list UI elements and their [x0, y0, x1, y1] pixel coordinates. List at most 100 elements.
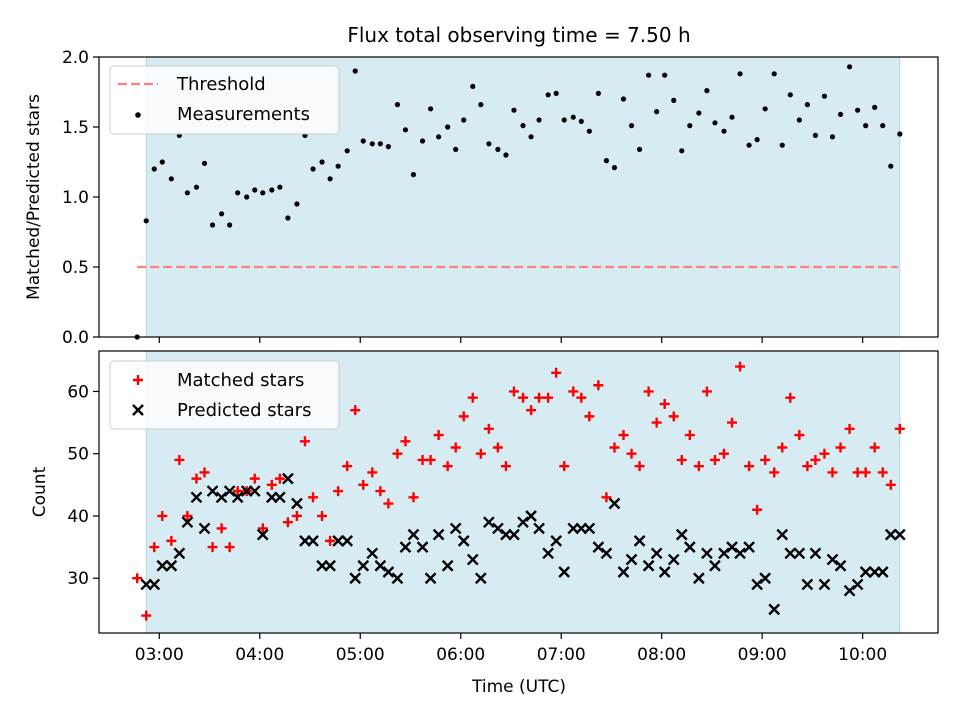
matched-star-point — [526, 405, 537, 416]
x-tick-label: 10:00 — [838, 645, 887, 665]
matched-star-point — [794, 430, 805, 441]
measurement-point — [143, 218, 149, 224]
predicted-star-point — [743, 541, 755, 553]
predicted-star-point — [248, 485, 261, 497]
legend-measurements-label: Measurements — [177, 104, 310, 125]
measurement-point — [252, 187, 258, 193]
measurement-point — [872, 104, 878, 110]
predicted-star-point — [206, 485, 219, 497]
matched-star-point — [375, 486, 386, 497]
predicted-star-point — [148, 578, 161, 591]
matched-star-point — [174, 454, 185, 465]
matched-star-point — [735, 361, 746, 372]
y-tick-label-bottom: 30 — [67, 569, 89, 589]
measurement-point — [184, 190, 191, 196]
matched-star-point — [835, 442, 846, 453]
predicted-star-point — [667, 553, 680, 566]
legend-predicted-label: Predicted stars — [177, 400, 311, 421]
measurement-point — [712, 120, 718, 126]
predicted-star-point — [416, 541, 429, 553]
predicted-star-point — [776, 528, 789, 541]
predicted-star-point — [642, 559, 655, 572]
measurement-point — [327, 176, 333, 182]
measurement-point — [628, 123, 635, 129]
predicted-star-point — [441, 559, 454, 572]
matched-star-point — [869, 442, 880, 453]
chart-title: Flux total observing time = 7.50 h — [347, 23, 690, 47]
measurement-point — [671, 97, 677, 103]
predicted-star-point — [407, 528, 420, 541]
measurement-point — [687, 123, 693, 129]
matched-star-point — [559, 461, 570, 472]
x-axis-label: Time (UTC) — [471, 677, 566, 697]
matched-star-point — [282, 517, 293, 528]
matched-star-point — [534, 392, 545, 403]
predicted-star-point — [492, 522, 504, 535]
measurement-point — [294, 201, 300, 207]
measurement-point — [218, 211, 225, 217]
measurement-point — [595, 90, 601, 96]
predicted-star-point — [190, 491, 203, 504]
measurement-point — [696, 110, 702, 116]
legend-measurements-swatch — [135, 112, 141, 118]
predicted-star-point — [223, 485, 236, 497]
predicted-star-point — [165, 559, 178, 572]
predicted-star-point — [449, 522, 462, 535]
measurement-point — [779, 142, 785, 148]
measurement-point — [385, 144, 391, 150]
predicted-star-point — [466, 553, 479, 566]
matched-star-point — [467, 392, 478, 403]
matched-star-point — [224, 542, 235, 553]
predicted-star-point — [751, 578, 763, 591]
matched-star-point — [819, 448, 830, 459]
x-tick-label: 04:00 — [235, 645, 284, 665]
matched-star-point — [709, 454, 720, 465]
matched-star-point — [317, 510, 328, 521]
measurement-point — [611, 165, 618, 171]
predicted-star-point — [625, 553, 638, 566]
y-axis-ticks-top: 0.0 0.5 1.0 1.5 2.0 — [62, 48, 99, 348]
measurement-point — [436, 134, 442, 140]
measurement-point — [620, 96, 627, 102]
predicted-star-point — [784, 547, 797, 560]
predicted-star-point — [734, 547, 746, 560]
predicted-star-point — [583, 522, 596, 535]
measurement-point — [812, 132, 819, 138]
measurement-point — [269, 187, 275, 193]
measurement-point — [470, 83, 476, 89]
matched-star-point — [593, 380, 604, 391]
predicted-star-point — [683, 541, 696, 553]
measurement-point — [586, 128, 592, 134]
predicted-star-point — [432, 528, 445, 541]
x-tick-label: 06:00 — [436, 645, 485, 665]
matched-star-point — [584, 411, 595, 422]
matched-star-point — [299, 436, 310, 447]
predicted-star-point — [525, 510, 537, 522]
measurement-point — [277, 184, 283, 190]
predicted-star-point — [759, 572, 772, 585]
matched-star-point — [207, 542, 218, 553]
measurement-point — [478, 102, 484, 108]
y-tick-label-top: 1.5 — [62, 118, 89, 138]
matched-star-point — [727, 417, 738, 428]
legend-top: Threshold Measurements — [109, 65, 340, 135]
matched-star-point — [475, 448, 486, 459]
predicted-star-point — [876, 566, 889, 578]
measurement-point — [503, 152, 509, 158]
measurement-point — [168, 176, 174, 182]
x-tick-label: 08:00 — [637, 645, 686, 665]
measurement-point — [762, 106, 768, 112]
matched-star-point — [433, 430, 444, 441]
matched-star-point — [643, 386, 654, 397]
matched-star-point — [400, 436, 411, 447]
measurement-point — [855, 107, 861, 113]
measurement-point — [821, 93, 828, 99]
predicted-star-point — [675, 528, 688, 541]
predicted-star-point — [349, 572, 362, 585]
matched-star-point — [777, 442, 788, 453]
matched-star-point — [668, 411, 679, 422]
matched-star-point — [274, 473, 285, 484]
matched-star-point — [408, 492, 419, 503]
predicted-star-point — [826, 553, 839, 566]
predicted-star-point — [550, 535, 563, 547]
